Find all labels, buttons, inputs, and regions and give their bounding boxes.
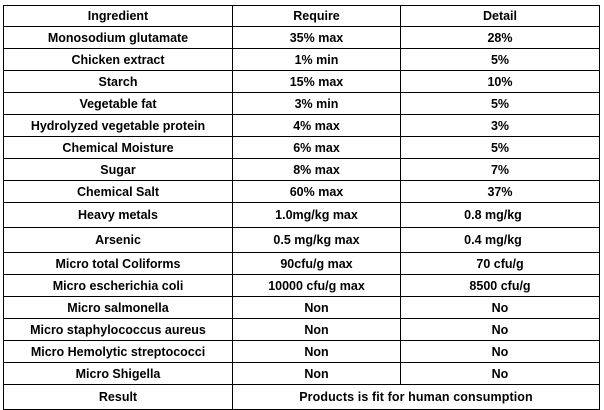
table-row: Micro Hemolytic streptococci Non No: [3, 340, 600, 363]
table-row: Arsenic 0.5 mg/kg max 0.4 mg/kg: [3, 227, 600, 253]
detail-cell: No: [400, 318, 600, 341]
ingredient-cell: Micro salmonella: [3, 296, 233, 319]
table-row: Micro total Coliforms 90cfu/g max 70 cfu…: [3, 252, 600, 275]
header-row: Ingredient Require Detail: [3, 5, 600, 27]
detail-cell: 0.4 mg/kg: [400, 227, 600, 253]
detail-cell: No: [400, 362, 600, 385]
header-require: Require: [232, 5, 401, 27]
detail-cell: 8500 cfu/g: [400, 274, 600, 297]
ingredient-cell: Chicken extract: [3, 48, 233, 71]
detail-cell: 7%: [400, 158, 600, 181]
ingredient-cell: Micro Hemolytic streptococci: [3, 340, 233, 363]
require-cell: Non: [232, 318, 401, 341]
detail-cell: 5%: [400, 136, 600, 159]
detail-cell: 28%: [400, 26, 600, 49]
require-cell: 3% min: [232, 92, 401, 115]
table-row: Monosodium glutamate 35% max 28%: [3, 26, 600, 49]
table-row: Starch 15% max 10%: [3, 70, 600, 93]
detail-cell: No: [400, 296, 600, 319]
table-row: Vegetable fat 3% min 5%: [3, 92, 600, 115]
ingredient-cell: Starch: [3, 70, 233, 93]
specification-table: Ingredient Require Detail Monosodium glu…: [3, 5, 600, 410]
require-cell: 1.0mg/kg max: [232, 202, 401, 228]
header-detail: Detail: [400, 5, 600, 27]
require-cell: 10000 cfu/g max: [232, 274, 401, 297]
detail-cell: 37%: [400, 180, 600, 203]
table-row: Micro escherichia coli 10000 cfu/g max 8…: [3, 274, 600, 297]
table-row: Chemical Salt 60% max 37%: [3, 180, 600, 203]
table-row: Heavy metals 1.0mg/kg max 0.8 mg/kg: [3, 202, 600, 228]
ingredient-cell: Arsenic: [3, 227, 233, 253]
detail-cell: 10%: [400, 70, 600, 93]
require-cell: 15% max: [232, 70, 401, 93]
detail-cell: 5%: [400, 48, 600, 71]
ingredient-cell: Micro Shigella: [3, 362, 233, 385]
require-cell: 0.5 mg/kg max: [232, 227, 401, 253]
detail-cell: 3%: [400, 114, 600, 137]
table-row: Hydrolyzed vegetable protein 4% max 3%: [3, 114, 600, 137]
detail-cell: 5%: [400, 92, 600, 115]
table-row: Sugar 8% max 7%: [3, 158, 600, 181]
ingredient-cell: Vegetable fat: [3, 92, 233, 115]
ingredient-cell: Micro escherichia coli: [3, 274, 233, 297]
ingredient-cell: Chemical Moisture: [3, 136, 233, 159]
require-cell: Non: [232, 362, 401, 385]
require-cell: 8% max: [232, 158, 401, 181]
ingredient-cell: Micro total Coliforms: [3, 252, 233, 275]
table-row: Chemical Moisture 6% max 5%: [3, 136, 600, 159]
header-ingredient: Ingredient: [3, 5, 233, 27]
require-cell: 1% min: [232, 48, 401, 71]
require-cell: Non: [232, 296, 401, 319]
ingredient-cell: Monosodium glutamate: [3, 26, 233, 49]
require-cell: 35% max: [232, 26, 401, 49]
require-cell: 4% max: [232, 114, 401, 137]
require-cell: 6% max: [232, 136, 401, 159]
table-row: Chicken extract 1% min 5%: [3, 48, 600, 71]
require-cell: 90cfu/g max: [232, 252, 401, 275]
ingredient-cell: Hydrolyzed vegetable protein: [3, 114, 233, 137]
ingredient-cell: Micro staphylococcus aureus: [3, 318, 233, 341]
ingredient-cell: Heavy metals: [3, 202, 233, 228]
detail-cell: 70 cfu/g: [400, 252, 600, 275]
detail-cell: 0.8 mg/kg: [400, 202, 600, 228]
table-row: Micro Shigella Non No: [3, 362, 600, 385]
require-cell: 60% max: [232, 180, 401, 203]
table-row: Micro staphylococcus aureus Non No: [3, 318, 600, 341]
table-row: Micro salmonella Non No: [3, 296, 600, 319]
ingredient-cell: Chemical Salt: [3, 180, 233, 203]
require-cell: Non: [232, 340, 401, 363]
detail-cell: No: [400, 340, 600, 363]
ingredient-cell: Sugar: [3, 158, 233, 181]
